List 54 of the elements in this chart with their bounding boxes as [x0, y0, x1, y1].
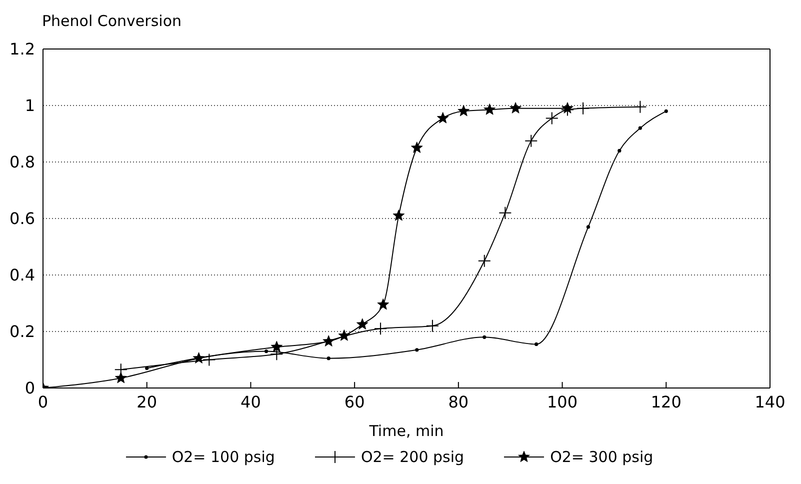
- legend-label: O2= 100 psig: [172, 448, 275, 466]
- point: [377, 298, 390, 310]
- point: [356, 318, 368, 330]
- y-tick-label: 0.4: [10, 266, 35, 285]
- point: [524, 134, 538, 148]
- point: [482, 335, 486, 339]
- point: [145, 366, 149, 370]
- x-tick-label: 60: [344, 392, 365, 412]
- point: [264, 349, 268, 354]
- point: [576, 102, 590, 115]
- legend-label: O2= 200 psig: [360, 448, 464, 466]
- y-tick-label: 0.8: [10, 152, 35, 172]
- y-tick-label: 0: [24, 378, 35, 398]
- y-axis-title: Phenol Conversion: [42, 12, 182, 30]
- point: [562, 102, 574, 114]
- x-tick-label: 0: [38, 392, 48, 412]
- point: [664, 109, 668, 113]
- x-tick-label: 140: [754, 392, 786, 412]
- y-tick-label: 1: [24, 96, 35, 116]
- legend-label: O2= 300 psig: [550, 448, 654, 466]
- y-tick-label: 0.2: [10, 322, 35, 342]
- point: [322, 335, 335, 346]
- point: [534, 342, 538, 346]
- point: [410, 142, 423, 153]
- point: [484, 104, 496, 115]
- point: [426, 319, 439, 332]
- point: [498, 206, 512, 220]
- x-tick-label: 80: [448, 392, 469, 412]
- point: [415, 348, 419, 352]
- x-tick-label: 20: [136, 392, 158, 412]
- point: [338, 330, 350, 341]
- point: [202, 353, 216, 366]
- point: [436, 112, 449, 124]
- point: [618, 148, 622, 152]
- x-tick-label: 40: [240, 392, 261, 412]
- x-tick-label: 100: [547, 392, 578, 412]
- point: [478, 254, 491, 268]
- x-tick-label: 120: [650, 392, 682, 412]
- point: [192, 352, 205, 364]
- point: [638, 126, 642, 130]
- point: [586, 225, 590, 229]
- point: [545, 112, 558, 125]
- point: [374, 322, 388, 336]
- point: [326, 356, 330, 360]
- y-tick-label: 0.6: [10, 209, 35, 228]
- point: [392, 209, 405, 221]
- point: [510, 102, 522, 114]
- point: [114, 372, 127, 384]
- point: [270, 348, 284, 361]
- y-tick-label: 1.2: [10, 40, 35, 59]
- point: [270, 340, 283, 352]
- point: [634, 100, 647, 114]
- point: [458, 104, 470, 116]
- x-axis-title: Time, min: [368, 422, 444, 440]
